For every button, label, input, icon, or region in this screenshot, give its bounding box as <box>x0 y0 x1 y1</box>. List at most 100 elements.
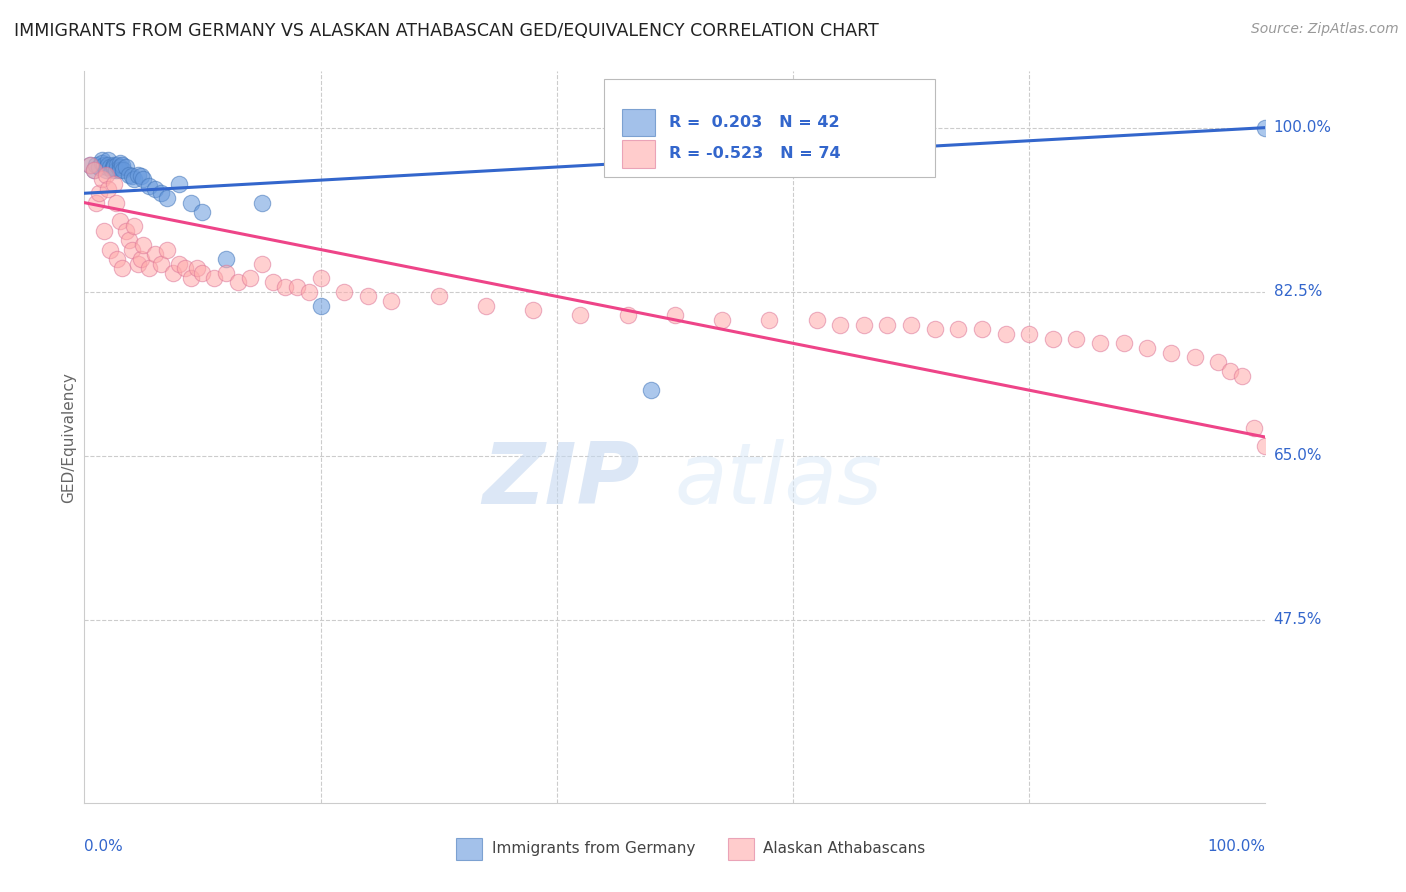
Text: Source: ZipAtlas.com: Source: ZipAtlas.com <box>1251 22 1399 37</box>
Point <box>616 308 638 322</box>
Point <box>91 153 114 168</box>
Point <box>180 270 202 285</box>
Point <box>94 168 117 182</box>
Point <box>852 318 875 332</box>
Point <box>138 178 160 193</box>
Point <box>108 162 131 177</box>
Point <box>202 270 225 285</box>
Point <box>830 318 852 332</box>
Point <box>167 257 190 271</box>
Point <box>105 195 128 210</box>
Point <box>103 177 125 191</box>
Point <box>309 270 332 285</box>
Point <box>103 158 125 172</box>
Point <box>98 243 121 257</box>
Point <box>758 313 780 327</box>
Point <box>1243 420 1265 434</box>
Point <box>127 257 149 271</box>
Point <box>357 289 380 303</box>
Point <box>84 195 107 210</box>
Point <box>108 214 131 228</box>
Point <box>111 158 134 172</box>
Point <box>156 191 179 205</box>
Text: 0.0%: 0.0% <box>84 839 124 855</box>
Point <box>91 156 114 170</box>
Text: IMMIGRANTS FROM GERMANY VS ALASKAN ATHABASCAN GED/EQUIVALENCY CORRELATION CHART: IMMIGRANTS FROM GERMANY VS ALASKAN ATHAB… <box>14 22 879 40</box>
Point <box>156 243 179 257</box>
Point <box>427 289 450 303</box>
Point <box>1160 345 1182 359</box>
Point <box>333 285 356 299</box>
Point <box>105 162 128 177</box>
Point <box>108 156 131 170</box>
Point <box>87 186 110 201</box>
Text: Alaskan Athabascans: Alaskan Athabascans <box>763 841 925 856</box>
Text: 65.0%: 65.0% <box>1274 449 1322 463</box>
Point <box>262 276 284 290</box>
Point <box>191 266 214 280</box>
Point <box>114 224 136 238</box>
Point <box>1254 440 1277 454</box>
Point <box>250 257 273 271</box>
Point <box>79 158 101 172</box>
Point <box>107 252 129 266</box>
Point <box>475 299 498 313</box>
Point <box>1219 364 1241 378</box>
Point <box>122 219 145 233</box>
Point <box>114 160 136 174</box>
Text: 47.5%: 47.5% <box>1274 613 1322 627</box>
Point <box>101 160 124 174</box>
Point <box>97 153 120 168</box>
Point <box>522 303 544 318</box>
Point <box>162 266 184 280</box>
Point <box>711 313 734 327</box>
FancyBboxPatch shape <box>457 838 482 860</box>
Point <box>226 276 249 290</box>
Point <box>180 195 202 210</box>
Point <box>93 158 115 172</box>
Point <box>948 322 970 336</box>
Point <box>640 383 662 397</box>
Point <box>127 168 149 182</box>
Point <box>91 172 114 186</box>
Point <box>167 177 190 191</box>
Point <box>112 162 135 177</box>
Point <box>143 181 166 195</box>
Point <box>806 313 828 327</box>
Point <box>121 169 143 184</box>
Point <box>100 162 122 177</box>
Point <box>118 233 141 247</box>
Point <box>380 294 402 309</box>
Point <box>87 160 110 174</box>
Point <box>108 160 131 174</box>
Point <box>97 158 120 172</box>
Point <box>150 257 173 271</box>
Point <box>150 186 173 201</box>
Point <box>239 270 262 285</box>
Point <box>96 160 118 174</box>
Point <box>1136 341 1159 355</box>
Point <box>900 318 922 332</box>
Point <box>83 162 105 177</box>
Point <box>107 158 129 172</box>
Text: 82.5%: 82.5% <box>1274 285 1322 299</box>
Point <box>309 299 332 313</box>
Point <box>138 261 160 276</box>
Point <box>1042 332 1064 346</box>
Point <box>569 308 592 322</box>
Text: 100.0%: 100.0% <box>1208 839 1265 855</box>
Point <box>122 172 145 186</box>
Point <box>186 261 208 276</box>
Point <box>103 160 125 174</box>
Point <box>97 181 120 195</box>
Point <box>1088 336 1111 351</box>
Text: atlas: atlas <box>675 440 883 523</box>
Point <box>143 247 166 261</box>
Point <box>129 169 152 184</box>
Point <box>250 195 273 210</box>
Point <box>98 160 121 174</box>
Point <box>132 172 155 186</box>
Text: Immigrants from Germany: Immigrants from Germany <box>492 841 695 856</box>
Point <box>83 162 105 177</box>
Point <box>118 168 141 182</box>
